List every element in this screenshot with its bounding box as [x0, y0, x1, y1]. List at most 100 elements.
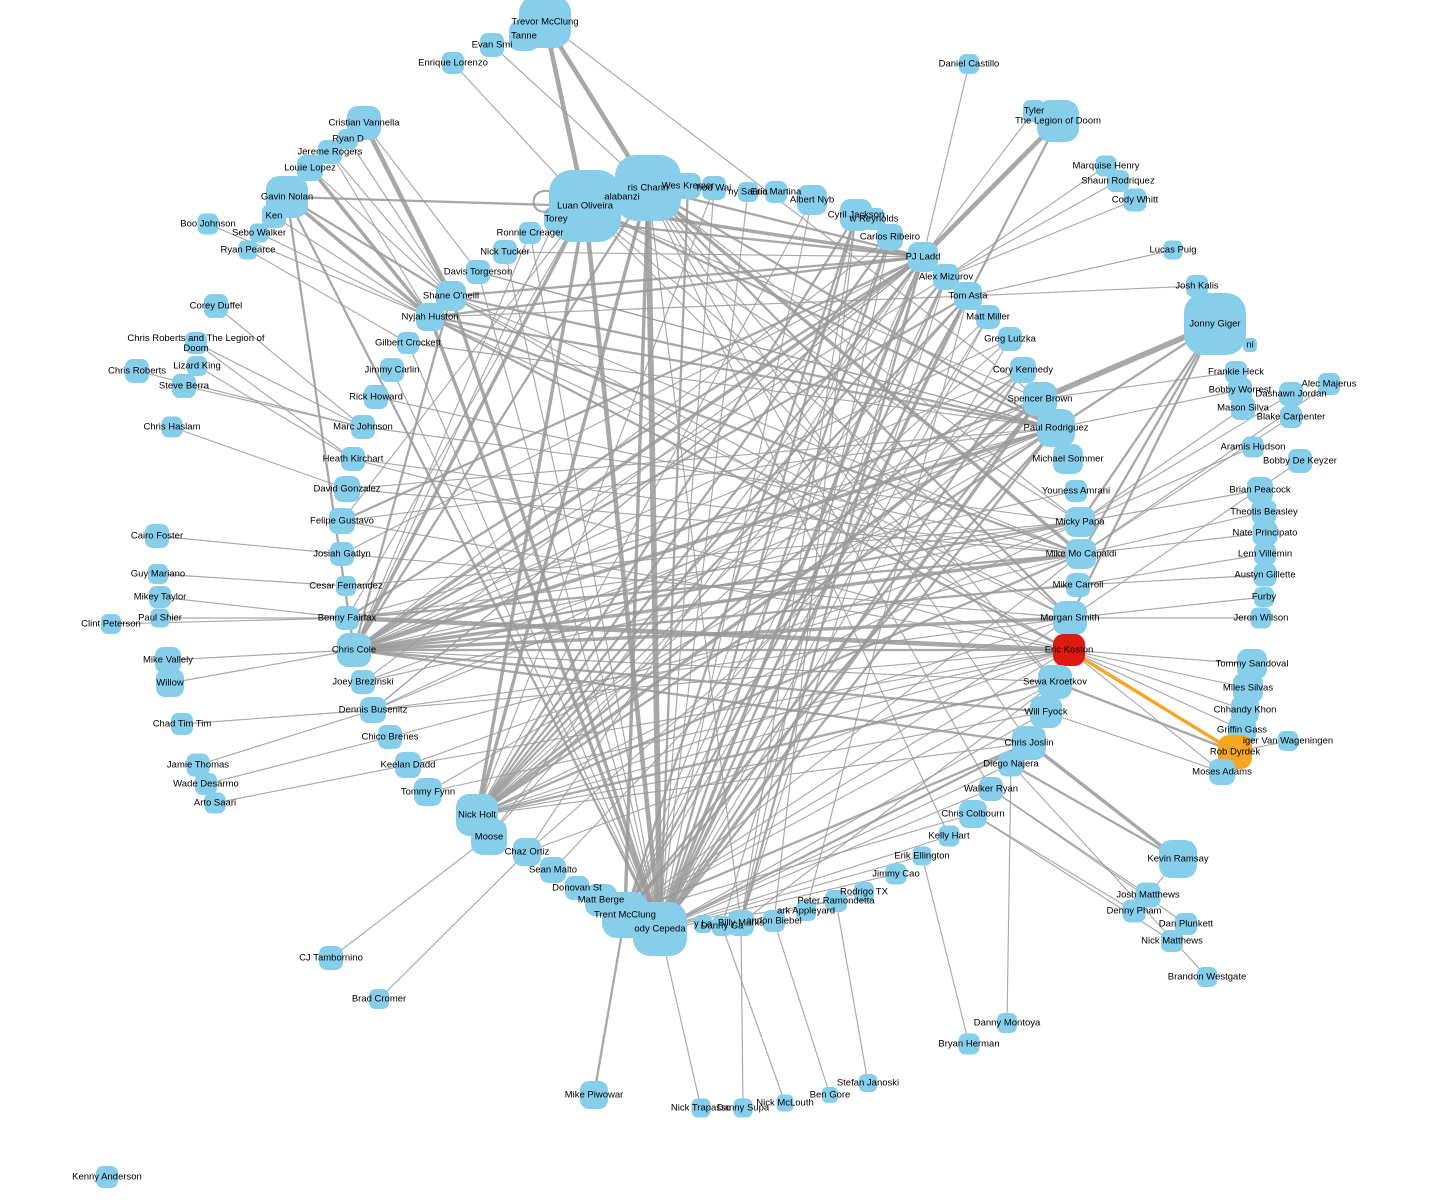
graph-node[interactable] [171, 713, 193, 735]
graph-node[interactable] [1209, 759, 1235, 785]
graph-node[interactable] [998, 751, 1024, 777]
graph-node[interactable] [395, 752, 421, 778]
graph-node[interactable] [397, 332, 419, 354]
graph-node[interactable] [380, 358, 404, 382]
graph-node[interactable] [565, 876, 589, 900]
graph-node[interactable] [1186, 275, 1208, 297]
graph-node[interactable] [1251, 499, 1277, 525]
graph-node[interactable] [585, 884, 617, 916]
graph-node[interactable] [1184, 293, 1246, 355]
graph-node[interactable] [150, 608, 170, 628]
graph-node[interactable] [318, 140, 342, 164]
graph-node[interactable] [675, 173, 701, 199]
graph-node[interactable] [456, 794, 498, 836]
graph-node[interactable] [493, 240, 517, 264]
graph-node[interactable] [513, 838, 541, 866]
graph-node[interactable] [1197, 967, 1217, 987]
graph-node[interactable] [337, 633, 371, 667]
graph-node[interactable] [1012, 726, 1046, 760]
graph-node[interactable] [185, 332, 207, 354]
graph-node[interactable] [172, 374, 196, 398]
graph-node[interactable] [204, 792, 226, 814]
graph-node[interactable] [1237, 649, 1267, 679]
graph-node[interactable] [1280, 406, 1302, 428]
graph-node[interactable] [378, 725, 402, 749]
graph-node[interactable] [822, 1087, 838, 1103]
graph-node-selected[interactable] [1053, 634, 1085, 666]
graph-node[interactable] [351, 415, 375, 439]
graph-node[interactable] [797, 185, 827, 215]
graph-node[interactable] [297, 155, 323, 181]
graph-node[interactable] [249, 223, 269, 243]
graph-node[interactable] [997, 1013, 1017, 1033]
graph-node[interactable] [336, 576, 356, 596]
graph-node[interactable] [125, 359, 149, 383]
graph-node[interactable] [776, 1094, 794, 1112]
graph-node[interactable] [1163, 240, 1183, 260]
graph-node[interactable] [979, 777, 1003, 801]
graph-node[interactable] [1161, 930, 1183, 952]
graph-node[interactable] [187, 356, 207, 376]
graph-node[interactable] [156, 669, 184, 697]
graph-node[interactable] [1066, 573, 1090, 597]
graph-node[interactable] [733, 1098, 753, 1118]
graph-node[interactable] [480, 33, 504, 57]
graph-node[interactable] [1037, 100, 1079, 142]
graph-node[interactable] [738, 182, 758, 202]
graph-node[interactable] [149, 586, 171, 608]
graph-node[interactable] [197, 213, 219, 235]
graph-node[interactable] [938, 825, 960, 847]
graph-node[interactable] [1053, 444, 1083, 474]
graph-node[interactable] [877, 224, 903, 250]
graph-node[interactable] [186, 753, 210, 777]
graph-node[interactable] [161, 416, 183, 438]
graph-node[interactable] [364, 385, 388, 409]
graph-node[interactable] [765, 181, 787, 203]
graph-node[interactable] [101, 614, 121, 634]
graph-node[interactable] [360, 697, 386, 723]
graph-node[interactable] [1278, 731, 1298, 751]
graph-node[interactable] [694, 915, 712, 933]
graph-node[interactable] [998, 327, 1022, 351]
graph-node[interactable] [1023, 382, 1057, 416]
graph-node[interactable] [416, 303, 444, 331]
graph-node[interactable] [1254, 543, 1276, 565]
graph-node[interactable] [859, 1074, 877, 1092]
graph-node[interactable] [1254, 587, 1274, 607]
graph-node[interactable] [549, 170, 621, 242]
graph-node[interactable] [329, 508, 355, 534]
graph-node[interactable] [959, 800, 987, 828]
graph-node[interactable] [1159, 840, 1197, 878]
graph-node[interactable] [615, 155, 681, 221]
graph-node[interactable] [825, 890, 847, 912]
graph-node[interactable] [1247, 477, 1273, 503]
graph-node[interactable] [1037, 409, 1075, 447]
graph-node[interactable] [976, 305, 1000, 329]
graph-node[interactable] [1225, 361, 1247, 383]
graph-node[interactable] [1066, 539, 1096, 569]
graph-node[interactable] [466, 260, 490, 284]
graph-node[interactable] [1065, 507, 1095, 537]
graph-node[interactable] [1175, 913, 1197, 935]
graph-node[interactable] [338, 129, 358, 149]
graph-node[interactable] [702, 176, 726, 200]
graph-node[interactable] [1065, 480, 1087, 502]
graph-node[interactable] [958, 1033, 980, 1055]
graph-node[interactable] [580, 1081, 608, 1109]
graph-node[interactable] [1250, 607, 1272, 629]
graph-node[interactable] [145, 524, 169, 548]
graph-node[interactable] [148, 564, 168, 584]
graph-node[interactable] [1122, 899, 1146, 923]
graph-node[interactable] [1318, 373, 1340, 395]
graph-node[interactable] [414, 778, 442, 806]
graph-node[interactable] [351, 670, 375, 694]
graph-node[interactable] [319, 946, 343, 970]
graph-node[interactable] [262, 204, 286, 228]
graph-node[interactable] [436, 281, 466, 311]
graph-node[interactable] [959, 54, 979, 74]
graph-node[interactable] [1279, 382, 1303, 406]
graph-node[interactable] [195, 773, 217, 795]
graph-node[interactable] [341, 447, 365, 471]
graph-node[interactable] [912, 846, 932, 866]
graph-node[interactable] [933, 264, 959, 290]
